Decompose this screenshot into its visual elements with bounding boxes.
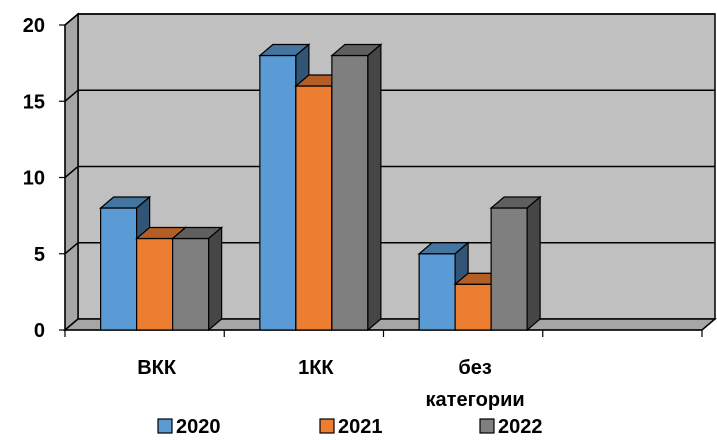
y-tick-label: 0 bbox=[34, 320, 45, 342]
bar-front bbox=[172, 237, 210, 331]
category-label: ВКК bbox=[137, 357, 177, 379]
bar-front bbox=[418, 253, 456, 331]
legend-item-2020: 2020 bbox=[157, 416, 221, 438]
category-label: 1КК bbox=[298, 357, 334, 379]
bar-front bbox=[100, 207, 138, 331]
bar-side bbox=[526, 195, 541, 332]
bar-2022-2 bbox=[330, 43, 383, 332]
gridline bbox=[64, 89, 715, 102]
x-axis-categories: ВКК 1КК без категории bbox=[137, 357, 525, 411]
y-axis-ticks: 0 5 10 15 20 bbox=[23, 15, 66, 342]
bar-side bbox=[208, 226, 223, 332]
bar-2022-3 bbox=[489, 195, 542, 332]
legend-swatch bbox=[479, 418, 495, 434]
legend-label: 2021 bbox=[338, 416, 383, 438]
legend-label: 2022 bbox=[498, 416, 543, 438]
category-label-line: 1КК bbox=[298, 357, 334, 379]
legend: 2020 2021 2022 bbox=[157, 416, 543, 438]
bar-front bbox=[490, 207, 528, 331]
category-label: без категории bbox=[426, 357, 525, 411]
legend-swatch bbox=[319, 418, 335, 434]
gridline bbox=[64, 13, 715, 26]
y-tick-label: 15 bbox=[23, 91, 45, 113]
x-axis bbox=[64, 329, 703, 337]
legend-swatch bbox=[157, 418, 173, 434]
category-label-line: без bbox=[458, 357, 491, 379]
gridline bbox=[64, 165, 715, 179]
bar-front bbox=[295, 85, 333, 331]
bar-2022-1 bbox=[170, 226, 224, 332]
bars bbox=[98, 43, 542, 332]
category-label-line: категории bbox=[426, 389, 525, 411]
bar-front bbox=[259, 54, 297, 331]
y-tick-label: 20 bbox=[23, 15, 45, 37]
y-tick-label: 10 bbox=[23, 168, 45, 190]
bar-front bbox=[136, 237, 174, 331]
legend-item-2022: 2022 bbox=[479, 416, 543, 438]
category-label-line: ВКК bbox=[137, 357, 177, 379]
bar-front bbox=[331, 54, 369, 331]
legend-item-2021: 2021 bbox=[319, 416, 383, 438]
bar-side bbox=[367, 43, 382, 332]
y-tick-label: 5 bbox=[34, 244, 45, 266]
legend-label: 2020 bbox=[176, 416, 221, 438]
bar-front bbox=[454, 283, 492, 331]
